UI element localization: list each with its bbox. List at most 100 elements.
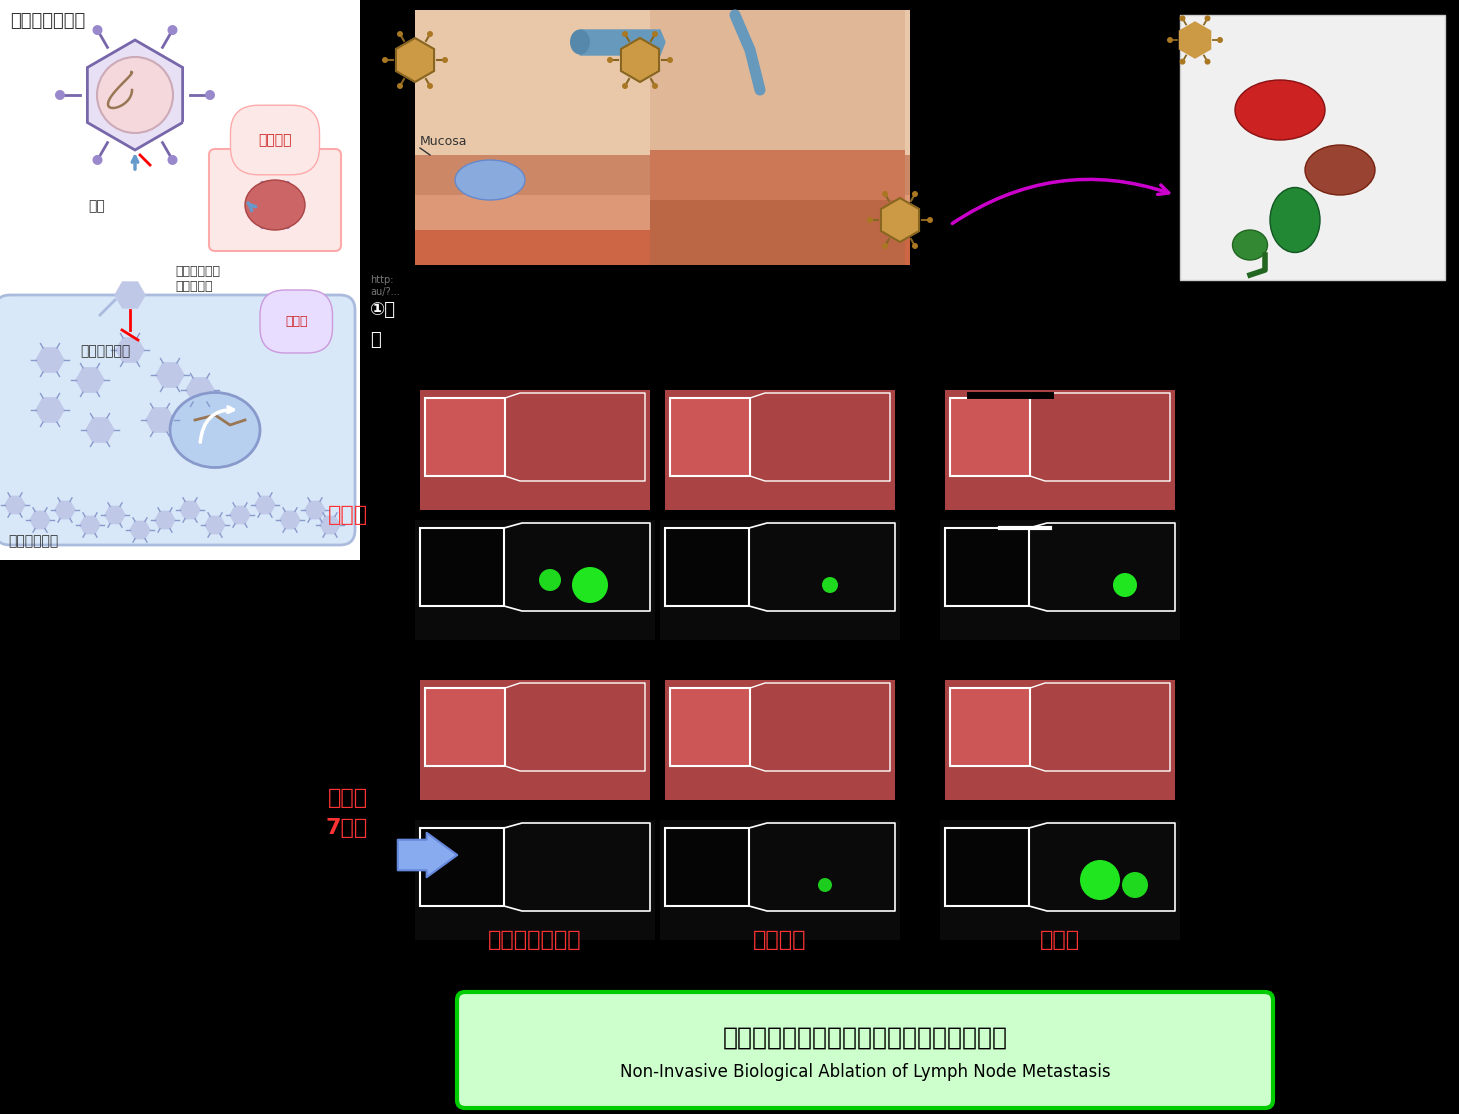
Circle shape [206, 90, 214, 100]
Polygon shape [881, 198, 919, 242]
FancyBboxPatch shape [420, 828, 503, 906]
Circle shape [912, 243, 918, 250]
FancyBboxPatch shape [670, 398, 750, 476]
FancyBboxPatch shape [414, 820, 655, 940]
FancyArrowPatch shape [398, 833, 457, 877]
Circle shape [92, 155, 102, 165]
Circle shape [667, 57, 673, 63]
Ellipse shape [1233, 229, 1268, 260]
Circle shape [427, 82, 433, 89]
Ellipse shape [1234, 80, 1325, 140]
Text: 癌細胞を破壊: 癌細胞を破壊 [7, 534, 58, 548]
Circle shape [883, 243, 889, 250]
Circle shape [572, 567, 608, 603]
Circle shape [96, 57, 174, 133]
Polygon shape [231, 507, 249, 524]
FancyBboxPatch shape [665, 390, 894, 510]
FancyBboxPatch shape [665, 528, 748, 606]
Circle shape [1122, 872, 1148, 898]
Text: 治療前: 治療前 [328, 505, 368, 525]
Bar [651, 201, 905, 265]
Circle shape [442, 57, 448, 63]
Circle shape [1205, 59, 1211, 65]
Circle shape [883, 190, 889, 197]
Polygon shape [4, 497, 25, 514]
Ellipse shape [1304, 145, 1374, 195]
Polygon shape [31, 511, 50, 529]
FancyBboxPatch shape [950, 688, 1030, 766]
Circle shape [1167, 37, 1173, 43]
Polygon shape [88, 40, 182, 150]
Bar [360, 0, 1459, 1114]
Polygon shape [86, 418, 114, 442]
Circle shape [538, 569, 562, 592]
FancyBboxPatch shape [945, 390, 1174, 510]
FancyBboxPatch shape [651, 10, 905, 265]
Circle shape [260, 180, 266, 186]
Circle shape [285, 180, 290, 186]
FancyBboxPatch shape [425, 688, 505, 766]
FancyBboxPatch shape [425, 398, 505, 476]
Circle shape [607, 57, 613, 63]
Polygon shape [395, 38, 435, 82]
Ellipse shape [455, 160, 525, 201]
Text: Mucosa: Mucosa [420, 135, 467, 148]
Circle shape [912, 190, 918, 197]
FancyBboxPatch shape [950, 398, 1030, 476]
Bar [414, 155, 910, 195]
Polygon shape [36, 348, 64, 372]
Text: ①粘: ①粘 [371, 301, 395, 319]
Text: 正常細胞では
複製しない: 正常細胞では 複製しない [175, 265, 220, 293]
FancyBboxPatch shape [0, 0, 360, 560]
FancyBboxPatch shape [420, 680, 651, 800]
Circle shape [622, 82, 627, 89]
Circle shape [818, 878, 832, 892]
Text: 液: 液 [371, 331, 381, 349]
Circle shape [652, 82, 658, 89]
FancyBboxPatch shape [945, 680, 1174, 800]
Circle shape [298, 203, 302, 207]
Circle shape [260, 224, 266, 229]
Text: Non-Invasive Biological Ablation of Lymph Node Metastasis: Non-Invasive Biological Ablation of Lymp… [620, 1063, 1110, 1081]
FancyBboxPatch shape [457, 991, 1274, 1108]
FancyBboxPatch shape [940, 820, 1180, 940]
Circle shape [1080, 860, 1121, 900]
FancyBboxPatch shape [414, 10, 910, 265]
Polygon shape [105, 507, 125, 524]
Polygon shape [179, 501, 200, 519]
Text: 癌細胞: 癌細胞 [285, 315, 308, 328]
Circle shape [382, 57, 388, 63]
Bar [414, 229, 910, 265]
Circle shape [427, 31, 433, 37]
Text: 治療後: 治療後 [328, 788, 368, 808]
Circle shape [622, 31, 627, 37]
FancyBboxPatch shape [420, 390, 651, 510]
Ellipse shape [245, 180, 305, 229]
Circle shape [1113, 573, 1137, 597]
FancyBboxPatch shape [659, 520, 900, 641]
Polygon shape [185, 378, 214, 402]
Circle shape [92, 25, 102, 35]
Bar [0, 560, 360, 1114]
Polygon shape [260, 187, 290, 223]
Text: 正常細胞: 正常細胞 [258, 133, 292, 147]
Polygon shape [155, 511, 175, 529]
Polygon shape [320, 517, 340, 534]
Circle shape [168, 25, 178, 35]
Circle shape [1205, 16, 1211, 21]
Text: 感染: 感染 [88, 199, 105, 213]
Polygon shape [581, 30, 665, 55]
Polygon shape [280, 511, 301, 529]
Text: 抗がん剤: 抗がん剤 [753, 930, 807, 950]
FancyBboxPatch shape [420, 528, 503, 606]
Text: http:
au/?...: http: au/?... [371, 275, 400, 296]
Polygon shape [156, 363, 184, 388]
Bar [651, 150, 905, 201]
Text: ウィルス複製: ウィルス複製 [80, 344, 130, 358]
Polygon shape [206, 517, 225, 534]
Circle shape [397, 31, 403, 37]
Polygon shape [115, 282, 144, 307]
FancyBboxPatch shape [945, 828, 1029, 906]
Polygon shape [305, 501, 325, 519]
Polygon shape [255, 497, 274, 514]
